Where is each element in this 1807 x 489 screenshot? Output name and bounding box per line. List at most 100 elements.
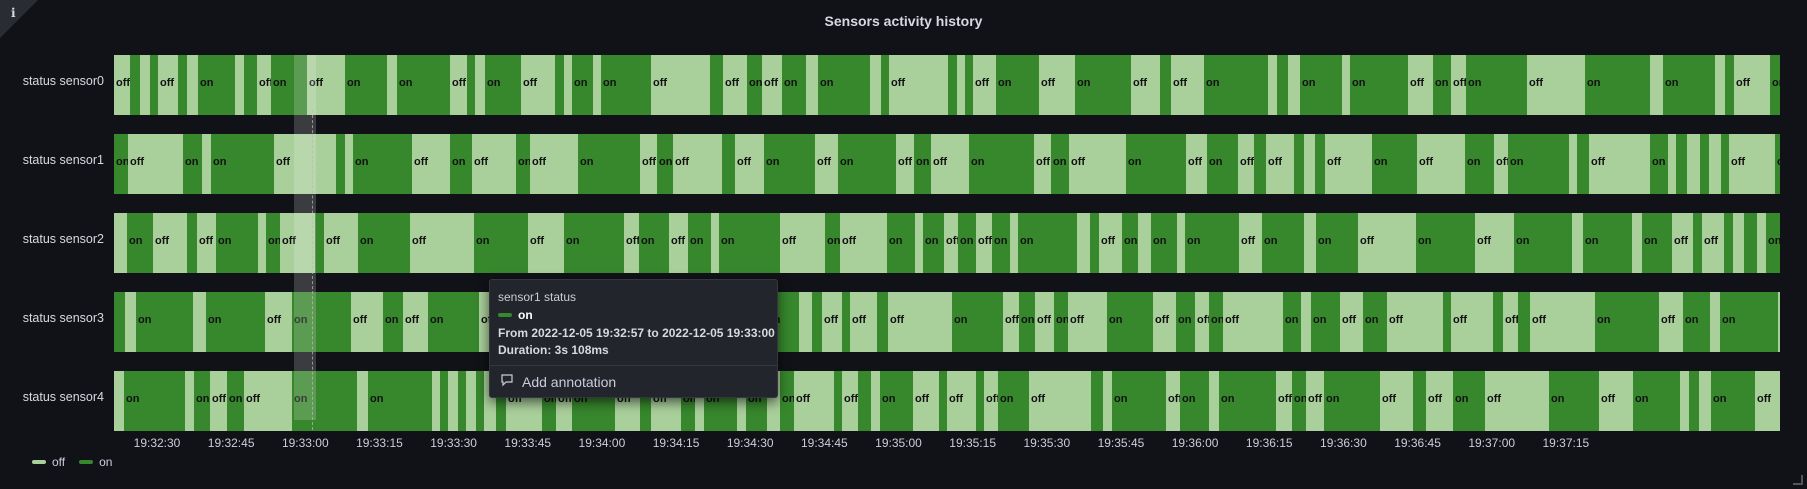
state-segment-off[interactable] [1306, 371, 1324, 431]
state-segment-on[interactable] [1724, 213, 1733, 273]
state-segment-on[interactable] [1277, 55, 1288, 115]
state-segment-off[interactable] [357, 371, 368, 431]
state-segment-off[interactable] [1702, 213, 1724, 273]
state-segment-on[interactable] [1595, 292, 1659, 352]
state-segment-on[interactable] [1508, 134, 1569, 194]
state-segment-on[interactable] [1493, 292, 1503, 352]
state-segment-on[interactable] [1514, 213, 1572, 273]
state-segment-on[interactable] [1350, 55, 1408, 115]
state-segment-on[interactable] [1185, 213, 1239, 273]
state-segment-on[interactable] [368, 371, 432, 431]
state-segment-on[interactable] [825, 213, 840, 273]
state-segment-off[interactable] [737, 371, 746, 431]
state-segment-off[interactable] [842, 371, 858, 431]
state-segment-on[interactable] [838, 134, 896, 194]
state-segment-off[interactable] [913, 371, 939, 431]
state-segment-on[interactable] [992, 213, 1010, 273]
state-segment-on[interactable] [1219, 371, 1276, 431]
state-segment-off[interactable] [944, 213, 958, 273]
state-segment-on[interactable] [952, 292, 1003, 352]
state-segment-off[interactable] [324, 213, 358, 273]
state-segment-off[interactable] [475, 55, 485, 115]
state-segment-off[interactable] [158, 55, 178, 115]
state-segment-on[interactable] [1663, 55, 1715, 115]
state-segment-on[interactable] [572, 55, 593, 115]
state-segment-off[interactable] [799, 292, 812, 352]
state-segment-on[interactable] [1775, 134, 1780, 194]
state-segment-on[interactable] [640, 371, 651, 431]
state-segment-on[interactable] [1294, 134, 1304, 194]
state-segment-off[interactable] [197, 213, 216, 273]
state-segment-on[interactable] [812, 292, 822, 352]
state-segment-off[interactable] [244, 371, 292, 431]
state-segment-off[interactable] [235, 55, 244, 115]
state-segment-on[interactable] [1443, 292, 1451, 352]
state-segment-on[interactable] [1711, 371, 1755, 431]
state-segment-off[interactable] [1195, 292, 1209, 352]
state-segment-off[interactable] [1238, 134, 1254, 194]
state-segment-on[interactable] [1770, 55, 1780, 115]
state-segment-off[interactable] [1680, 371, 1689, 431]
state-segment-off[interactable] [1778, 292, 1780, 352]
state-segment-on[interactable] [358, 213, 410, 273]
state-segment-on[interactable] [880, 371, 913, 431]
state-segment-off[interactable] [735, 134, 764, 194]
state-segment-off[interactable] [669, 213, 688, 273]
state-segment-on[interactable] [976, 371, 984, 431]
state-segment-on[interactable] [1316, 213, 1358, 273]
state-segment-on[interactable] [1207, 134, 1238, 194]
state-segment-on[interactable] [1090, 213, 1099, 273]
state-segment-off[interactable] [1650, 55, 1663, 115]
state-segment-off[interactable] [1177, 213, 1185, 273]
state-segment-off[interactable] [624, 213, 639, 273]
state-segment-off[interactable] [1304, 213, 1316, 273]
state-segment-on[interactable] [1151, 213, 1177, 273]
state-segment-on[interactable] [1744, 213, 1757, 273]
state-segment-off[interactable] [695, 371, 704, 431]
state-segment-on[interactable] [1720, 292, 1778, 352]
state-segment-off[interactable] [528, 213, 564, 273]
state-segment-off[interactable] [1342, 55, 1350, 115]
state-segment-on[interactable] [336, 134, 345, 194]
lane-sensor2[interactable]: on off off on on off off on off on off on off on off on… [114, 213, 1780, 273]
state-segment-on[interactable] [467, 55, 475, 115]
state-segment-off[interactable] [448, 371, 458, 431]
state-segment-off[interactable] [1153, 292, 1176, 352]
state-segment-on[interactable] [1107, 292, 1153, 352]
state-segment-off[interactable] [1276, 371, 1292, 431]
state-segment-off[interactable] [403, 292, 428, 352]
state-segment-on[interactable] [1676, 134, 1687, 194]
state-segment-on[interactable] [1324, 371, 1380, 431]
state-segment-off[interactable] [1755, 371, 1780, 431]
state-segment-on[interactable] [1019, 292, 1035, 352]
state-segment-off[interactable] [140, 55, 150, 115]
state-segment-on[interactable] [996, 55, 1039, 115]
state-segment-off[interactable] [1034, 134, 1051, 194]
state-segment-on[interactable] [1721, 134, 1729, 194]
state-segment-on[interactable] [1176, 292, 1195, 352]
state-segment-on[interactable] [127, 213, 153, 273]
state-segment-on[interactable] [1700, 134, 1709, 194]
state-segment-off[interactable] [822, 292, 842, 352]
state-segment-off[interactable] [896, 134, 914, 194]
state-segment-off[interactable] [1223, 292, 1283, 352]
state-segment-off[interactable] [1530, 292, 1595, 352]
state-segment-on[interactable] [1180, 371, 1209, 431]
state-segment-on[interactable] [948, 55, 957, 115]
state-segment-off[interactable] [1485, 371, 1549, 431]
state-segment-off[interactable] [564, 55, 572, 115]
state-segment-on[interactable] [914, 134, 931, 194]
state-segment-off[interactable] [153, 213, 187, 273]
state-segment-off[interactable] [521, 55, 555, 115]
state-segment-off[interactable] [1503, 292, 1518, 352]
state-segment-off[interactable] [1569, 134, 1577, 194]
state-segment-on[interactable] [1311, 292, 1340, 352]
state-segment-off[interactable] [1209, 371, 1219, 431]
state-segment-off[interactable] [125, 292, 136, 352]
state-segment-off[interactable] [840, 213, 887, 273]
state-segment-off[interactable] [1426, 371, 1453, 431]
state-segment-on[interactable] [271, 55, 307, 115]
state-segment-on[interactable] [1766, 213, 1780, 273]
state-segment-on[interactable] [1018, 213, 1077, 273]
state-segment-on[interactable] [1413, 371, 1426, 431]
